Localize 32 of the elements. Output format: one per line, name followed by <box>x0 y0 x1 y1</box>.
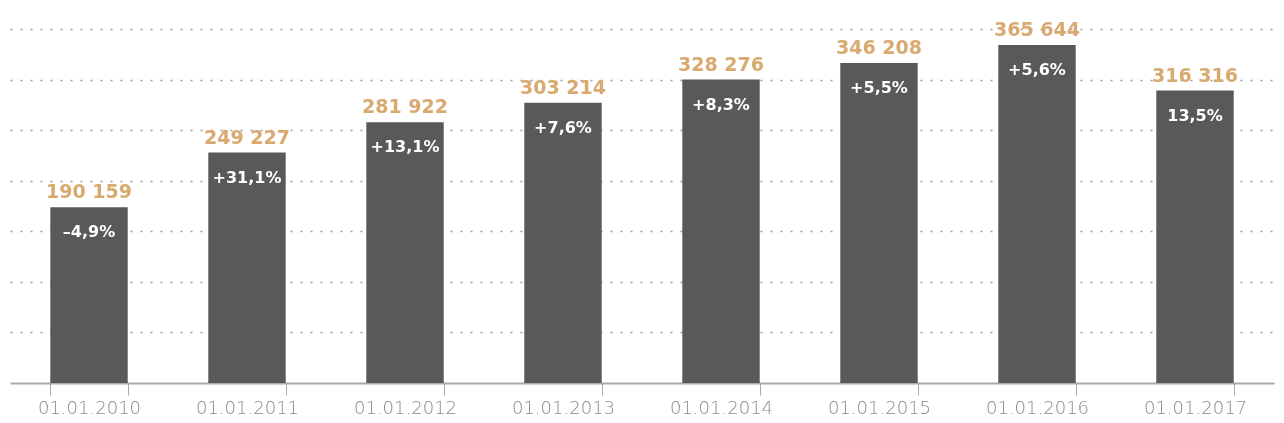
bar <box>840 62 918 383</box>
annotation: +5,5% <box>850 77 908 97</box>
x-tick-label: 01.01.2014 <box>669 396 774 418</box>
x-tick-label: 01.01.2010 <box>37 396 142 418</box>
annotation: –4,9% <box>62 222 116 242</box>
bar <box>1156 90 1234 383</box>
bar <box>998 44 1076 383</box>
annotation: +5,6% <box>1008 59 1066 79</box>
bar <box>682 79 760 383</box>
data-label: 328 276 <box>678 52 764 75</box>
annotation: 13,5% <box>1167 105 1223 125</box>
x-tick-label: 01.01.2012 <box>353 396 458 418</box>
data-label: 346 208 <box>836 35 922 58</box>
x-tick-label: 01.01.2016 <box>985 396 1090 418</box>
data-label: 316 316 <box>1152 63 1238 86</box>
annotation: +8,3% <box>692 94 750 114</box>
data-label: 303 214 <box>520 75 606 98</box>
data-label: 281 922 <box>362 95 448 118</box>
x-tick-label: 01.01.2011 <box>195 396 300 418</box>
bar <box>50 207 128 383</box>
bar <box>524 102 602 383</box>
bar <box>366 122 444 383</box>
annotation: +31,1% <box>212 167 282 187</box>
annotation: +7,6% <box>534 117 592 137</box>
data-label: 190 159 <box>46 180 132 203</box>
x-tick-label: 01.01.2013 <box>511 396 616 418</box>
bar <box>208 152 286 383</box>
data-label: 249 227 <box>204 125 290 148</box>
data-label: 365 644 <box>994 17 1080 40</box>
annotation: +13,1% <box>370 137 440 157</box>
x-tick-label: 01.01.2015 <box>827 396 932 418</box>
x-tick-label: 01.01.2017 <box>1143 396 1248 418</box>
